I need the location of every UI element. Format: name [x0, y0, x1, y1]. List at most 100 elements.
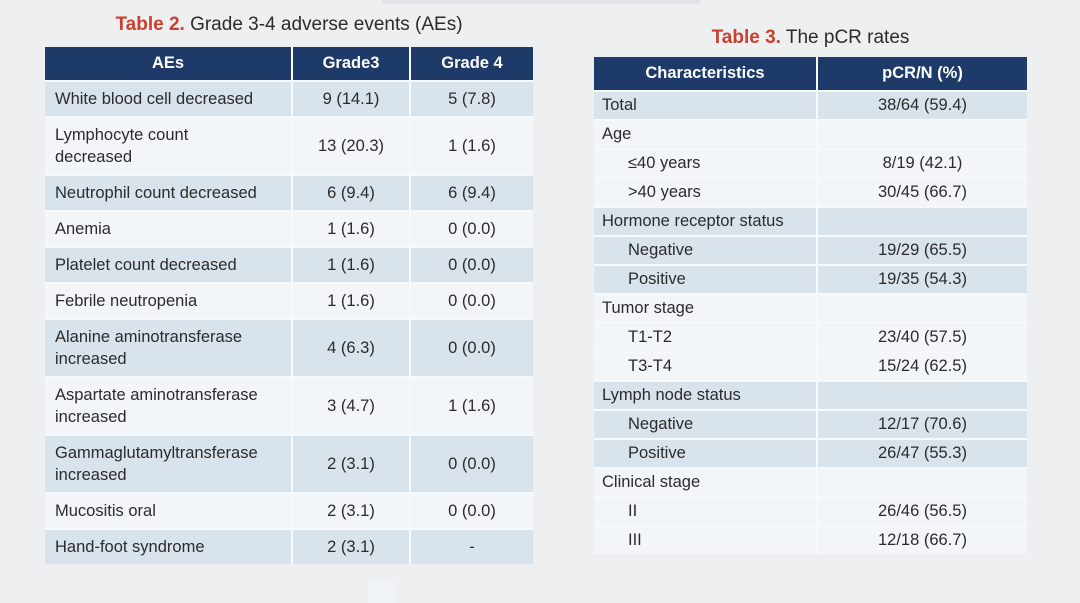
table-row: Lymphocyte count decreased 13 (20.3) 1 (… — [45, 118, 533, 176]
characteristic-cell: ≤40 years — [594, 150, 818, 179]
grade4-value-cell: 0 (0.0) — [411, 320, 533, 378]
table3-title-text: The pCR rates — [785, 27, 910, 48]
ae-name-cell: Mucositis oral — [45, 494, 293, 530]
adverse-events-table: AEs Grade3 Grade 4 White blood cell decr… — [45, 47, 533, 564]
characteristic-cell: Total — [594, 92, 818, 121]
table-row: Neutrophil count decreased 6 (9.4) 6 (9.… — [45, 176, 533, 212]
table3-header-characteristics: Characteristics — [594, 57, 818, 92]
table-row: Hormone receptor status — [594, 208, 1027, 237]
pcr-value-cell: 23/40 (57.5) — [818, 324, 1027, 353]
pcr-value-cell — [818, 382, 1027, 411]
table-row: Alanine aminotransferase increased 4 (6.… — [45, 320, 533, 378]
grade3-value-cell: 2 (3.1) — [293, 494, 411, 530]
table2-header-aes: AEs — [45, 47, 293, 82]
grade3-value-cell: 1 (1.6) — [293, 212, 411, 248]
table-row: White blood cell decreased 9 (14.1) 5 (7… — [45, 82, 533, 118]
table-row: Negative 19/29 (65.5) — [594, 237, 1027, 266]
characteristic-cell: Negative — [594, 411, 818, 440]
table-row: Age — [594, 121, 1027, 150]
table2-header-grade4: Grade 4 — [411, 47, 533, 82]
table-row: Total 38/64 (59.4) — [594, 92, 1027, 121]
grade4-value-cell: 0 (0.0) — [411, 494, 533, 530]
characteristic-cell: Negative — [594, 237, 818, 266]
characteristic-cell: Positive — [594, 440, 818, 469]
characteristic-cell: III — [594, 527, 818, 554]
table-row: Clinical stage — [594, 469, 1027, 498]
table-row: Positive 19/35 (54.3) — [594, 266, 1027, 295]
table3-header-row: Characteristics pCR/N (%) — [594, 57, 1027, 92]
table-row: Lymph node status — [594, 382, 1027, 411]
grade4-value-cell: 0 (0.0) — [411, 284, 533, 320]
pcr-rates-table: Characteristics pCR/N (%) Total 38/64 (5… — [594, 57, 1027, 554]
grade3-value-cell: 3 (4.7) — [293, 378, 411, 436]
table-row: Febrile neutropenia 1 (1.6) 0 (0.0) — [45, 284, 533, 320]
table-row: Positive 26/47 (55.3) — [594, 440, 1027, 469]
ae-name-cell: Gammaglutamyltransferase increased — [45, 436, 293, 494]
table-row: Platelet count decreased 1 (1.6) 0 (0.0) — [45, 248, 533, 284]
grade4-value-cell: 1 (1.6) — [411, 378, 533, 436]
grade4-value-cell: 0 (0.0) — [411, 212, 533, 248]
grade3-value-cell: 2 (3.1) — [293, 530, 411, 564]
characteristic-cell: Lymph node status — [594, 382, 818, 411]
table-row: III 12/18 (66.7) — [594, 527, 1027, 554]
table-row: >40 years 30/45 (66.7) — [594, 179, 1027, 208]
ae-name-cell: Neutrophil count decreased — [45, 176, 293, 212]
ae-name-cell: Lymphocyte count decreased — [45, 118, 293, 176]
pcr-value-cell: 12/17 (70.6) — [818, 411, 1027, 440]
characteristic-cell: T3-T4 — [594, 353, 818, 382]
grade3-value-cell: 6 (9.4) — [293, 176, 411, 212]
pcr-value-cell — [818, 208, 1027, 237]
grade4-value-cell: 5 (7.8) — [411, 82, 533, 118]
grade3-value-cell: 9 (14.1) — [293, 82, 411, 118]
grade3-value-cell: 4 (6.3) — [293, 320, 411, 378]
table-row: ≤40 years 8/19 (42.1) — [594, 150, 1027, 179]
pcr-value-cell — [818, 469, 1027, 498]
characteristic-cell: Tumor stage — [594, 295, 818, 324]
characteristic-cell: Positive — [594, 266, 818, 295]
table-row: Tumor stage — [594, 295, 1027, 324]
pcr-value-cell: 30/45 (66.7) — [818, 179, 1027, 208]
bottom-edge-artifact — [368, 578, 398, 603]
pcr-value-cell: 26/47 (55.3) — [818, 440, 1027, 469]
table2-panel: Table 2. Grade 3-4 adverse events (AEs) … — [45, 13, 533, 564]
grade4-value-cell: 0 (0.0) — [411, 248, 533, 284]
grade3-value-cell: 1 (1.6) — [293, 248, 411, 284]
table-row: Negative 12/17 (70.6) — [594, 411, 1027, 440]
table-row: Gammaglutamyltransferase increased 2 (3.… — [45, 436, 533, 494]
table3-title-label: Table 3. — [711, 27, 781, 48]
table3-panel: Table 3. The pCR rates Characteristics p… — [594, 26, 1027, 554]
ae-name-cell: Aspartate aminotransferase increased — [45, 378, 293, 436]
ae-name-cell: Anemia — [45, 212, 293, 248]
pcr-value-cell — [818, 295, 1027, 324]
table2-header-grade3: Grade3 — [293, 47, 411, 82]
table-row: T1-T2 23/40 (57.5) — [594, 324, 1027, 353]
characteristic-cell: Clinical stage — [594, 469, 818, 498]
characteristic-cell: >40 years — [594, 179, 818, 208]
pcr-value-cell: 19/29 (65.5) — [818, 237, 1027, 266]
table2-title-text: Grade 3-4 adverse events (AEs) — [190, 14, 463, 35]
ae-name-cell: Alanine aminotransferase increased — [45, 320, 293, 378]
pcr-value-cell: 12/18 (66.7) — [818, 527, 1027, 554]
table-row: II 26/46 (56.5) — [594, 498, 1027, 527]
grade4-value-cell: 6 (9.4) — [411, 176, 533, 212]
grade3-value-cell: 13 (20.3) — [293, 118, 411, 176]
characteristic-cell: T1-T2 — [594, 324, 818, 353]
table-row: Aspartate aminotransferase increased 3 (… — [45, 378, 533, 436]
table3-title: Table 3. The pCR rates — [594, 26, 1027, 49]
grade4-value-cell: 1 (1.6) — [411, 118, 533, 176]
top-edge-artifact — [382, 0, 700, 4]
ae-name-cell: Hand-foot syndrome — [45, 530, 293, 564]
table2-header-row: AEs Grade3 Grade 4 — [45, 47, 533, 82]
table2-title-label: Table 2. — [115, 14, 185, 35]
characteristic-cell: II — [594, 498, 818, 527]
grade3-value-cell: 1 (1.6) — [293, 284, 411, 320]
grade3-value-cell: 2 (3.1) — [293, 436, 411, 494]
grade4-value-cell: - — [411, 530, 533, 564]
pcr-value-cell — [818, 121, 1027, 150]
table-row: Mucositis oral 2 (3.1) 0 (0.0) — [45, 494, 533, 530]
characteristic-cell: Age — [594, 121, 818, 150]
pcr-value-cell: 8/19 (42.1) — [818, 150, 1027, 179]
ae-name-cell: White blood cell decreased — [45, 82, 293, 118]
pcr-value-cell: 15/24 (62.5) — [818, 353, 1027, 382]
